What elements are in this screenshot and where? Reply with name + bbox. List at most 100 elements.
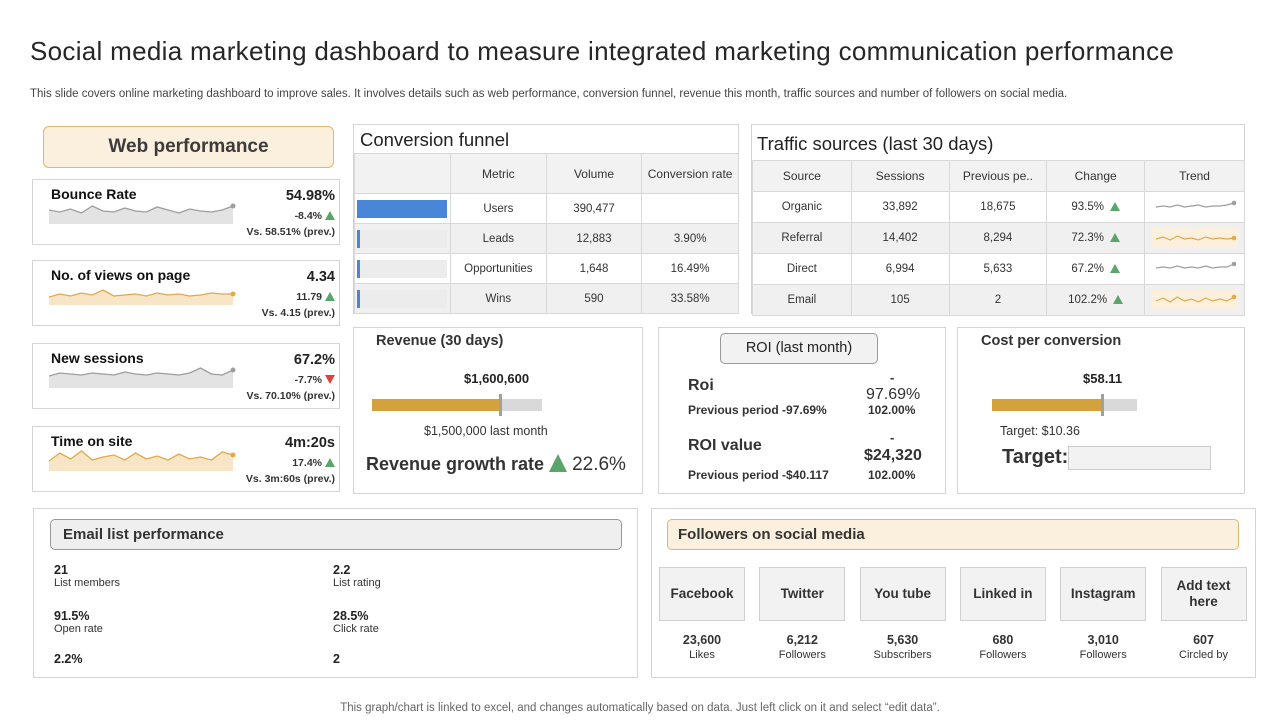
email-stat-label: Click rate	[333, 623, 379, 635]
funnel-bar-fill	[357, 289, 361, 308]
trend-sparkline	[1152, 259, 1238, 279]
traffic-source: Organic	[752, 191, 852, 223]
funnel-metric: Users	[449, 193, 547, 224]
traffic-header-change: Change	[1046, 160, 1146, 192]
roi-dash: -	[890, 370, 895, 385]
social-network-tile[interactable]: Twitter	[759, 567, 846, 621]
metric-value: 4m:20s	[285, 435, 335, 451]
metric-card: Time on site 4m:20s 17.4% Vs. 3m:60s (prev.…	[32, 426, 340, 492]
funnel-bar-fill	[357, 259, 361, 278]
funnel-metric: Opportunities	[449, 253, 547, 284]
traffic-trend-cell	[1144, 284, 1245, 316]
social-network-tile[interactable]: Add text here	[1160, 567, 1247, 621]
traffic-header-trend: Trend	[1144, 160, 1245, 192]
followers-header: Followers on social media	[667, 519, 1239, 550]
conversion-funnel-card: Conversion funnel Metric Volume Conversi…	[353, 124, 739, 314]
funnel-rate: 33.58%	[641, 283, 739, 314]
traffic-previous: 5,633	[948, 253, 1048, 285]
traffic-sessions: 33,892	[850, 191, 950, 223]
metric-value: 54.98%	[285, 188, 335, 204]
cost-per-conversion-title: Cost per conversion	[981, 333, 1122, 349]
email-stat-value: 21	[54, 563, 68, 577]
traffic-header-sessions: Sessions	[850, 160, 950, 192]
traffic-change: 72.3%	[1071, 232, 1104, 244]
revenue-card: Revenue (30 days) $1,600,600 $1,500,000 …	[353, 327, 643, 494]
metric-change-value: -7.7%	[294, 374, 322, 386]
page-title: Social media marketing dashboard to meas…	[30, 36, 1175, 66]
funnel-bar-cell	[354, 283, 451, 314]
funnel-bar	[357, 259, 448, 278]
sparkline-end-point	[230, 291, 236, 297]
sparkline-line	[49, 289, 233, 298]
down-arrow-icon	[325, 375, 335, 384]
funnel-header-volume: Volume	[545, 153, 643, 194]
sparkline-chart	[49, 203, 236, 224]
traffic-change-cell: 102.2%	[1046, 284, 1146, 316]
metric-value: 4.34	[306, 269, 335, 285]
social-network-tile[interactable]: You tube	[859, 567, 946, 621]
roi-value-dash: -	[890, 430, 895, 445]
email-stat-value: 2.2%	[54, 652, 83, 666]
funnel-volume: 590	[545, 283, 643, 314]
table-row: Email 105 2 102.2%	[752, 284, 1245, 316]
cost-target-input[interactable]	[1068, 446, 1211, 470]
social-followers-label: Circled by	[1179, 649, 1228, 661]
funnel-volume: 390,477	[545, 193, 643, 224]
up-arrow-icon	[1113, 295, 1124, 304]
page-subtitle: This slide covers online marketing dashb…	[30, 88, 1068, 100]
revenue-last-month: $1,500,000 last month	[424, 424, 548, 438]
cost-gauge	[992, 394, 1137, 416]
traffic-trend-cell	[1144, 222, 1245, 254]
metric-card: Bounce Rate 54.98% -8.4% Vs. 58.51% (prev.)	[32, 179, 340, 245]
up-arrow-icon	[325, 458, 335, 467]
social-followers-label: Likes	[689, 649, 715, 661]
revenue-value: $1,600,600	[464, 371, 530, 386]
table-row: Wins 590 33.58%	[354, 283, 739, 314]
metric-change-value: 17.4%	[292, 457, 322, 469]
social-followers-value: 607	[1193, 633, 1214, 647]
email-stat-label: List members	[54, 577, 121, 589]
social-followers-value: 3,010	[1087, 633, 1119, 647]
roi-value-amount: $24,320	[864, 447, 922, 464]
cost-gauge-marker	[1101, 394, 1105, 416]
trend-line	[1155, 202, 1234, 208]
social-network-tile[interactable]: Instagram	[1060, 567, 1147, 621]
social-network-tile[interactable]: Facebook	[659, 567, 745, 621]
web-performance-header: Web performance	[43, 126, 334, 168]
funnel-header-bar	[354, 153, 451, 194]
metric-card: No. of views on page 4.34 11.79 Vs. 4.15 (p…	[32, 260, 340, 326]
traffic-source: Direct	[752, 253, 852, 285]
traffic-source: Referral	[752, 222, 852, 254]
funnel-metric: Leads	[449, 223, 547, 254]
traffic-sources-table: Source Sessions Previous pe.. Change Tre…	[752, 160, 1245, 316]
social-followers-value: 680	[992, 633, 1014, 647]
up-arrow-icon	[1109, 202, 1120, 211]
trend-end-point	[1231, 294, 1236, 300]
trend-chart	[1155, 235, 1236, 241]
up-arrow-icon	[325, 211, 335, 220]
traffic-change-cell: 72.3%	[1046, 222, 1146, 254]
sparkline-end-point	[230, 367, 236, 373]
funnel-bar	[357, 199, 448, 218]
sparkline-line	[49, 205, 234, 214]
traffic-change-cell: 67.2%	[1046, 253, 1146, 285]
funnel-rate: 3.90%	[641, 223, 739, 254]
revenue-growth: Revenue growth rate 22.6%	[366, 454, 626, 476]
roi-value-prev-pct: 102.00%	[868, 468, 916, 482]
roi-value: 97.69%	[866, 386, 921, 403]
revenue-growth-value: 22.6%	[572, 454, 626, 475]
traffic-previous: 8,294	[948, 222, 1048, 254]
social-network-tile[interactable]: Linked in	[959, 567, 1046, 621]
email-stat-value: 2.2	[333, 563, 351, 577]
traffic-trend-cell	[1144, 253, 1245, 285]
table-row: Users 390,477	[354, 193, 739, 224]
trend-end-point	[1231, 235, 1236, 241]
metric-title: New sessions	[51, 350, 144, 366]
roi-value-prev: Previous period -$40.117	[688, 468, 829, 482]
growth-up-arrow-icon	[549, 454, 568, 472]
up-arrow-icon	[1109, 233, 1120, 242]
trend-line	[1155, 235, 1234, 241]
traffic-change: 102.2%	[1068, 294, 1108, 306]
metric-prev: Vs. 4.15 (prev.)	[261, 307, 335, 319]
metric-prev: Vs. 58.51% (prev.)	[246, 226, 335, 238]
